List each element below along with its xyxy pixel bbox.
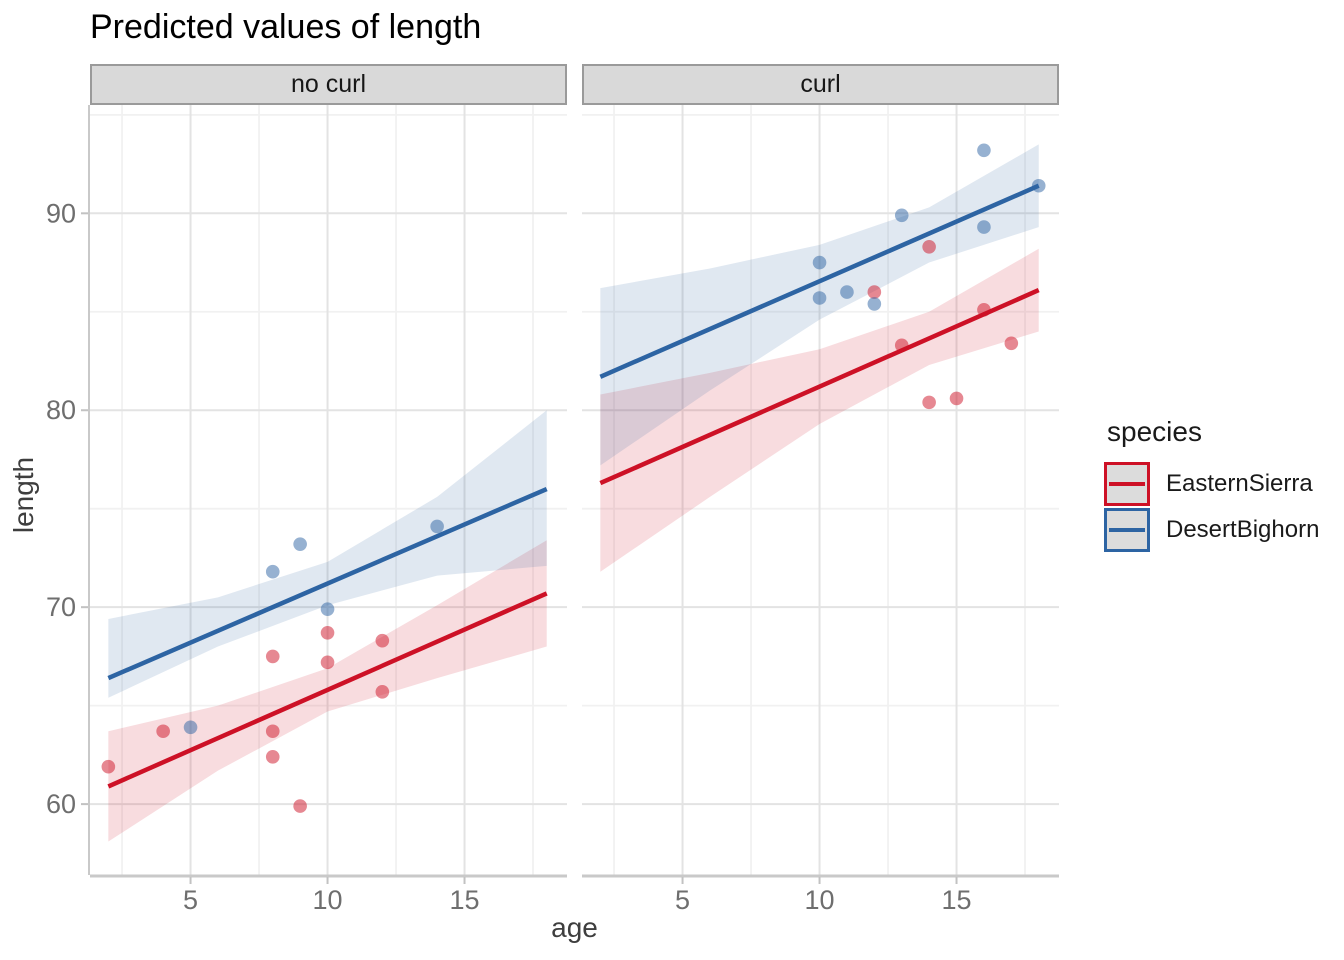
trend-line-desertbighorn (107, 486, 548, 681)
legend-item-label: EasternSierra (1166, 470, 1313, 497)
y-axis-title: length (8, 456, 39, 534)
data-point-desertbighorn (867, 297, 882, 311)
data-point-easternsierra (922, 239, 936, 254)
data-point-desertbighorn (812, 291, 827, 305)
x-tick-label: 15 (450, 885, 480, 915)
data-point-easternsierra (977, 303, 991, 317)
data-point-easternsierra (320, 655, 335, 670)
data-point-easternsierra (867, 285, 882, 299)
x-tick-label: 15 (942, 885, 972, 915)
data-point-desertbighorn (265, 564, 280, 579)
data-point-easternsierra (101, 759, 116, 774)
trend-line-easternsierra (107, 591, 548, 789)
facet-strip-label: curl (800, 70, 841, 98)
x-tick-label: 5 (675, 885, 690, 915)
y-tick-label: 60 (46, 789, 76, 819)
legend-key-line (1109, 528, 1145, 532)
x-tick-label: 10 (313, 885, 343, 915)
facet-panel-no-curl: 5 10 15 60 70 80 90 (46, 105, 567, 915)
data-point-easternsierra (265, 724, 280, 739)
data-point-easternsierra (320, 625, 335, 640)
ci-ribbon-desertbighorn (600, 144, 1039, 466)
chart-title: Predicted values of length (90, 8, 482, 46)
data-point-easternsierra (265, 649, 280, 664)
legend-item-desertbighorn: DesertBighorn (1104, 508, 1319, 552)
data-point-easternsierra (293, 799, 307, 813)
legend-key-line (1109, 482, 1145, 486)
data-point-easternsierra (375, 633, 390, 648)
y-tick-label: 90 (46, 198, 76, 228)
data-point-easternsierra (375, 685, 390, 699)
data-point-easternsierra (922, 395, 936, 410)
x-axis-title: age (551, 912, 598, 943)
data-point-desertbighorn (183, 720, 198, 735)
trend-line-desertbighorn (599, 183, 1040, 379)
data-point-desertbighorn (320, 602, 335, 616)
data-point-easternsierra (894, 338, 909, 353)
legend-key-swatch (1104, 462, 1150, 506)
ci-ribbon-desertbighorn (108, 410, 547, 698)
data-point-desertbighorn (293, 537, 307, 551)
legend: species EasternSierra DesertBighorn (1104, 416, 1319, 554)
x-tick-label: 10 (805, 885, 835, 915)
legend-key-swatch (1104, 508, 1150, 552)
ci-ribbon-easternsierra (600, 248, 1039, 572)
data-point-desertbighorn (1031, 178, 1046, 193)
facet-strip-curl: curl (582, 64, 1059, 105)
trend-line-easternsierra (599, 288, 1040, 486)
facet-panel-curl: 5 10 15 (582, 105, 1059, 915)
data-point-desertbighorn (812, 255, 827, 270)
legend-item-label: DesertBighorn (1166, 516, 1320, 543)
data-point-desertbighorn (977, 220, 991, 234)
data-point-easternsierra (265, 750, 280, 764)
data-point-easternsierra (1004, 336, 1019, 351)
data-point-desertbighorn (894, 208, 909, 223)
y-tick-label: 70 (46, 592, 76, 622)
facet-strip-no-curl: no curl (90, 64, 567, 105)
data-point-easternsierra (949, 391, 964, 406)
legend-title: species (1107, 416, 1202, 447)
legend-item-easternsierra: EasternSierra (1104, 462, 1319, 506)
facet-strip-label: no curl (290, 70, 367, 98)
data-point-desertbighorn (977, 143, 991, 158)
y-tick-label: 80 (46, 395, 76, 425)
data-point-desertbighorn (430, 519, 444, 534)
data-point-easternsierra (156, 724, 170, 739)
x-tick-label: 5 (183, 885, 198, 915)
data-point-desertbighorn (840, 285, 854, 299)
